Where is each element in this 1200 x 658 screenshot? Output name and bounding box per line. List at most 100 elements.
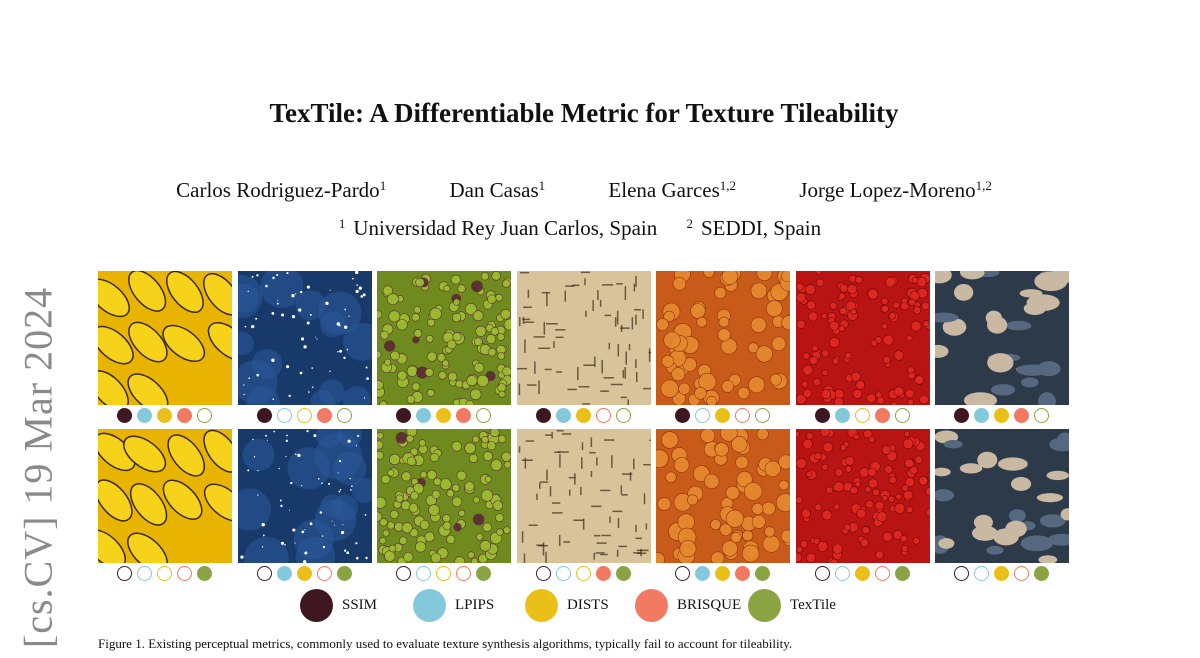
author-name: Jorge Lopez-Moreno	[799, 178, 975, 202]
texture-row-tiled	[98, 429, 1068, 563]
brisque-indicator-dot	[596, 566, 611, 581]
brisque-indicator-dot	[177, 566, 192, 581]
author: Jorge Lopez-Moreno1,2	[799, 178, 992, 203]
lpips-indicator-dot	[835, 566, 850, 581]
author: Dan Casas1	[449, 178, 545, 203]
author-name: Elena Garces	[608, 178, 719, 202]
lpips-legend-label: LPIPS	[455, 597, 494, 614]
green-peas-texture-image	[377, 429, 511, 563]
dists-indicator-dot	[576, 408, 591, 423]
ssim-indicator-dot	[396, 566, 411, 581]
textile-indicator-dot	[1034, 566, 1049, 581]
textile-indicator-dot	[755, 566, 770, 581]
brisque-legend-swatch	[635, 589, 668, 622]
textile-indicator-dot	[895, 566, 910, 581]
clouds-texture-image	[935, 271, 1069, 405]
author-affiliation-marker: 1,2	[976, 178, 992, 193]
textile-indicator-dot	[616, 566, 631, 581]
ssim-indicator-dot	[675, 408, 690, 423]
lpips-indicator-dot	[556, 566, 571, 581]
paper-title: TexTile: A Differentiable Metric for Tex…	[0, 98, 1168, 129]
ssim-legend-label: SSIM	[342, 597, 377, 614]
starry-sky-texture-image	[238, 429, 372, 563]
lpips-indicator-dot	[137, 408, 152, 423]
red-scales-texture-image	[796, 271, 930, 405]
brisque-indicator-dot	[875, 566, 890, 581]
ssim-indicator-dot	[396, 408, 411, 423]
brisque-legend-item: BRISQUE	[635, 588, 741, 622]
dists-indicator-dot	[855, 566, 870, 581]
lpips-legend-swatch	[413, 589, 446, 622]
lpips-indicator-dot	[695, 566, 710, 581]
dists-indicator-dot	[715, 566, 730, 581]
lpips-indicator-dot	[556, 408, 571, 423]
brisque-legend-label: BRISQUE	[677, 597, 741, 614]
brisque-indicator-dot	[177, 408, 192, 423]
dists-indicator-dot	[297, 566, 312, 581]
textile-indicator-dot	[616, 408, 631, 423]
brisque-indicator-dot	[875, 408, 890, 423]
ssim-indicator-dot	[117, 408, 132, 423]
ssim-legend-item: SSIM	[300, 588, 377, 622]
textile-indicator-dot	[197, 566, 212, 581]
ssim-indicator-dot	[257, 566, 272, 581]
orange-pebbles-texture-image	[656, 429, 790, 563]
textile-indicator-dot	[895, 408, 910, 423]
bananas-texture-image	[98, 429, 232, 563]
texture-row-original	[98, 271, 1068, 405]
ssim-indicator-dot	[536, 566, 551, 581]
textile-indicator-dot	[337, 566, 352, 581]
affiliation-name: SEDDI, Spain	[701, 216, 821, 240]
ssim-indicator-dot	[675, 566, 690, 581]
author: Elena Garces1,2	[608, 178, 736, 203]
lpips-indicator-dot	[695, 408, 710, 423]
dists-indicator-dot	[157, 566, 172, 581]
affiliation-number: 2	[686, 216, 693, 231]
dists-indicator-dot	[436, 566, 451, 581]
texture-figure-grid	[98, 271, 1068, 563]
textile-indicator-dot	[476, 566, 491, 581]
brisque-indicator-dot	[317, 408, 332, 423]
author: Carlos Rodriguez-Pardo1	[176, 178, 386, 203]
ssim-indicator-dot	[815, 408, 830, 423]
brisque-indicator-dot	[1014, 408, 1029, 423]
clouds-texture-image	[935, 429, 1069, 563]
dists-indicator-dot	[436, 408, 451, 423]
brisque-indicator-dot	[456, 566, 471, 581]
textile-indicator-dot	[1034, 408, 1049, 423]
brisque-indicator-dot	[735, 566, 750, 581]
starry-sky-texture-image	[238, 271, 372, 405]
dists-indicator-dot	[855, 408, 870, 423]
hieroglyphs-texture-image	[517, 271, 651, 405]
textile-indicator-dot	[755, 408, 770, 423]
lpips-indicator-dot	[416, 408, 431, 423]
red-scales-texture-image	[796, 429, 930, 563]
bananas-texture-image	[98, 271, 232, 405]
affiliation-list: 1 Universidad Rey Juan Carlos, Spain 2 SED…	[0, 216, 1168, 241]
affiliation-number: 1	[339, 216, 346, 231]
lpips-indicator-dot	[277, 408, 292, 423]
textile-legend-swatch	[748, 589, 781, 622]
textile-legend-item: TexTile	[748, 588, 836, 622]
textile-legend-label: TexTile	[790, 597, 836, 614]
textile-indicator-dot	[197, 408, 212, 423]
ssim-indicator-dot	[954, 408, 969, 423]
author-list: Carlos Rodriguez-Pardo1 Dan Casas1 Elena…	[0, 178, 1168, 203]
brisque-indicator-dot	[596, 408, 611, 423]
dists-indicator-dot	[994, 566, 1009, 581]
ssim-indicator-dot	[815, 566, 830, 581]
lpips-indicator-dot	[835, 408, 850, 423]
author-name: Dan Casas	[449, 178, 538, 202]
affiliation: 1 Universidad Rey Juan Carlos, Spain	[339, 216, 665, 240]
affiliation-name: Universidad Rey Juan Carlos, Spain	[353, 216, 657, 240]
ssim-legend-swatch	[300, 589, 333, 622]
textile-indicator-dot	[337, 408, 352, 423]
lpips-indicator-dot	[277, 566, 292, 581]
lpips-indicator-dot	[137, 566, 152, 581]
dists-indicator-dot	[994, 408, 1009, 423]
textile-indicator-dot	[476, 408, 491, 423]
green-peas-texture-image	[377, 271, 511, 405]
author-affiliation-marker: 1	[539, 178, 546, 193]
dists-indicator-dot	[157, 408, 172, 423]
